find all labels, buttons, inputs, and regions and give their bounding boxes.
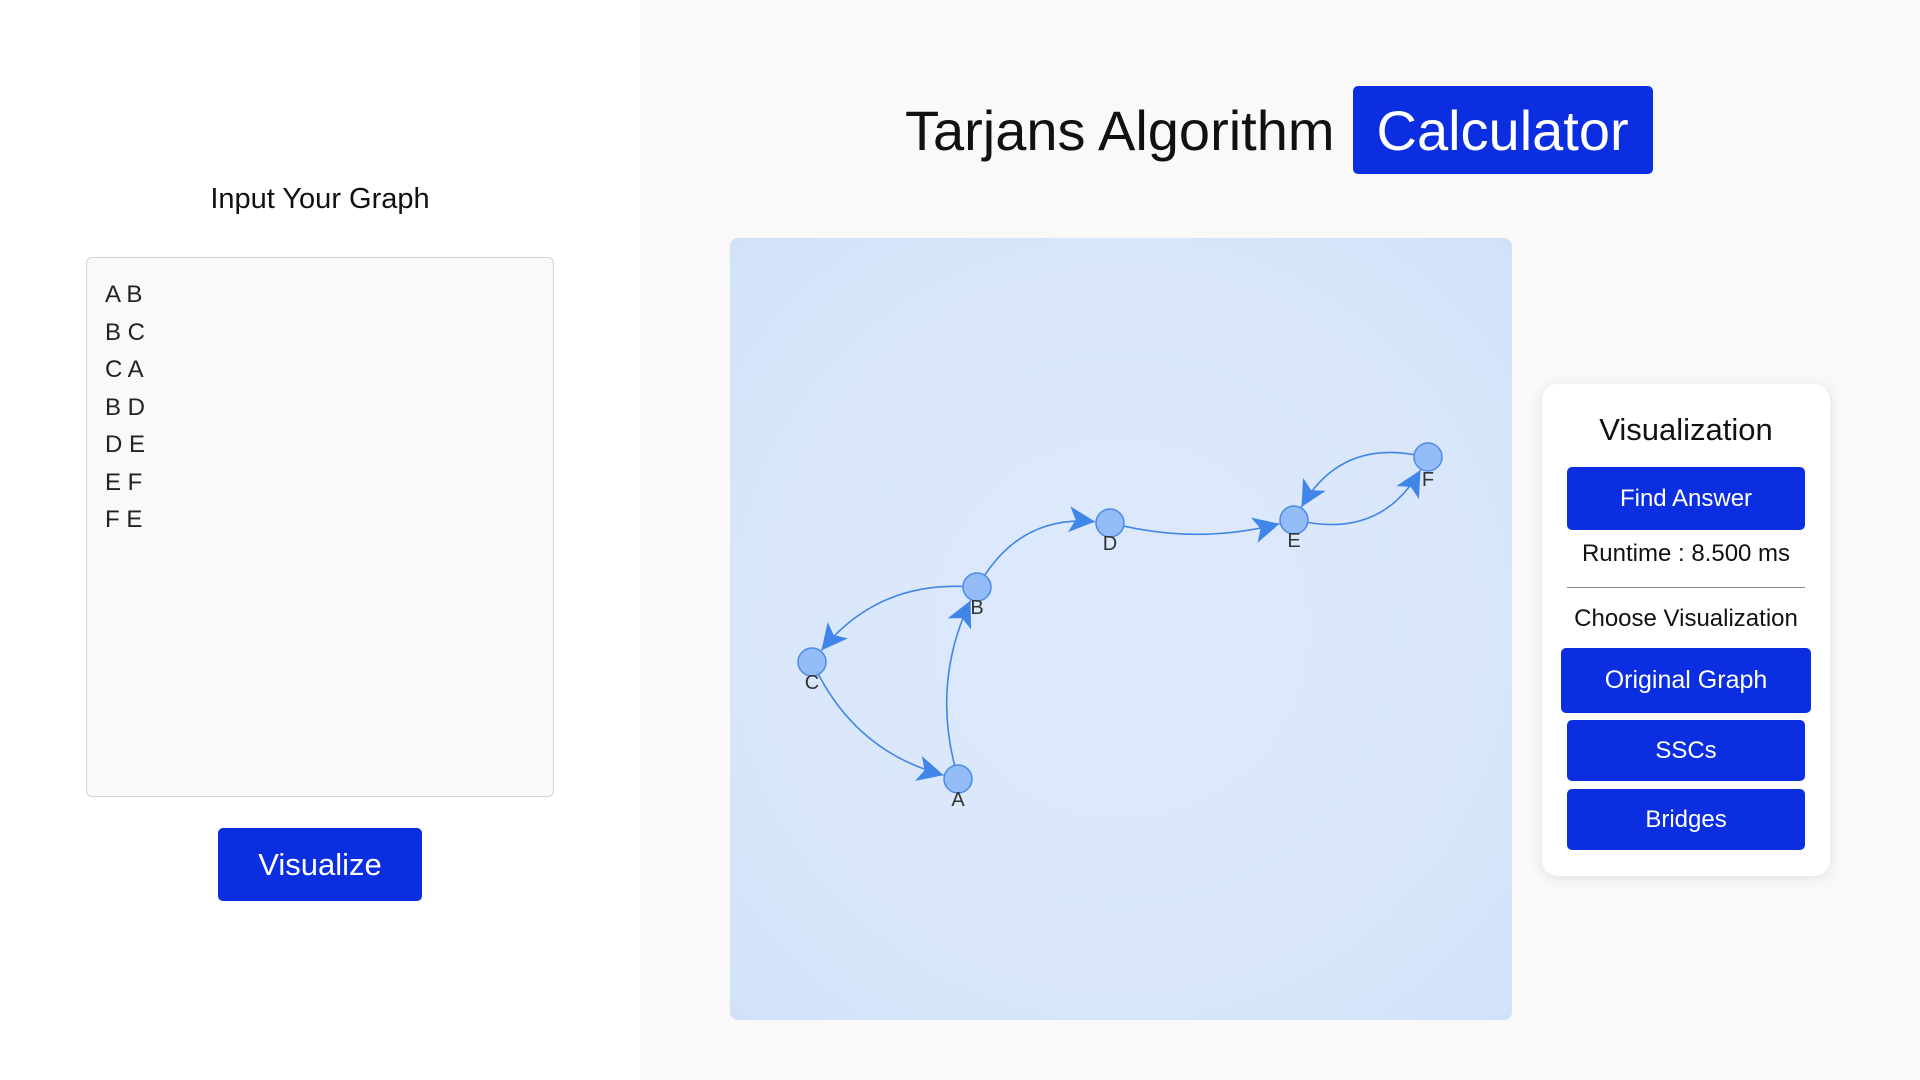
find-answer-button[interactable]: Find Answer bbox=[1567, 467, 1805, 530]
graph-node-b[interactable] bbox=[962, 572, 992, 602]
edge-f-e bbox=[1300, 451, 1415, 508]
graph-node-label-e: E bbox=[1287, 530, 1300, 552]
divider bbox=[1567, 587, 1805, 588]
sscs-button[interactable]: SSCs bbox=[1567, 720, 1805, 781]
page-title-text: Tarjans Algorithm bbox=[905, 98, 1335, 162]
graph-node-label-c: C bbox=[805, 672, 819, 694]
graph-svg[interactable]: A B C D E F bbox=[730, 238, 1512, 1020]
edge-b-d bbox=[984, 506, 1096, 576]
edge-e-f bbox=[1307, 469, 1422, 526]
graph-node-c[interactable] bbox=[797, 647, 827, 677]
runtime-text: Runtime : 8.500 ms bbox=[1581, 540, 1791, 567]
graph-node-label-d: D bbox=[1103, 533, 1117, 555]
visualization-title: Visualization bbox=[1599, 412, 1773, 447]
edge-d-e bbox=[1123, 517, 1280, 543]
graph-node-d[interactable] bbox=[1095, 508, 1125, 538]
original-graph-button[interactable]: Original Graph bbox=[1561, 648, 1811, 713]
calculator-badge: Calculator bbox=[1352, 86, 1653, 174]
edge-a-b bbox=[945, 600, 972, 766]
page-title: Tarjans Algorithm Calculator bbox=[905, 86, 1653, 174]
edge-b-c bbox=[820, 585, 964, 651]
input-panel: Input Your Graph Visualize bbox=[0, 0, 640, 1080]
input-panel-title: Input Your Graph bbox=[210, 183, 430, 215]
visualization-panel: Visualization Find Answer Runtime : 8.50… bbox=[1542, 384, 1830, 876]
visualize-button[interactable]: Visualize bbox=[218, 828, 422, 901]
choose-visualization-label: Choose Visualization bbox=[1574, 605, 1798, 632]
graph-node-e[interactable] bbox=[1279, 505, 1309, 535]
graph-node-f[interactable] bbox=[1413, 442, 1443, 472]
graph-node-label-f: F bbox=[1422, 469, 1434, 491]
graph-node-label-a: A bbox=[951, 789, 965, 811]
bridges-button[interactable]: Bridges bbox=[1567, 789, 1805, 850]
graph-node-a[interactable] bbox=[943, 764, 973, 794]
graph-edges-input[interactable] bbox=[86, 257, 554, 797]
graph-canvas[interactable]: A B C D E F bbox=[730, 238, 1512, 1020]
edge-c-a bbox=[817, 674, 944, 781]
graph-node-label-b: B bbox=[970, 597, 983, 619]
